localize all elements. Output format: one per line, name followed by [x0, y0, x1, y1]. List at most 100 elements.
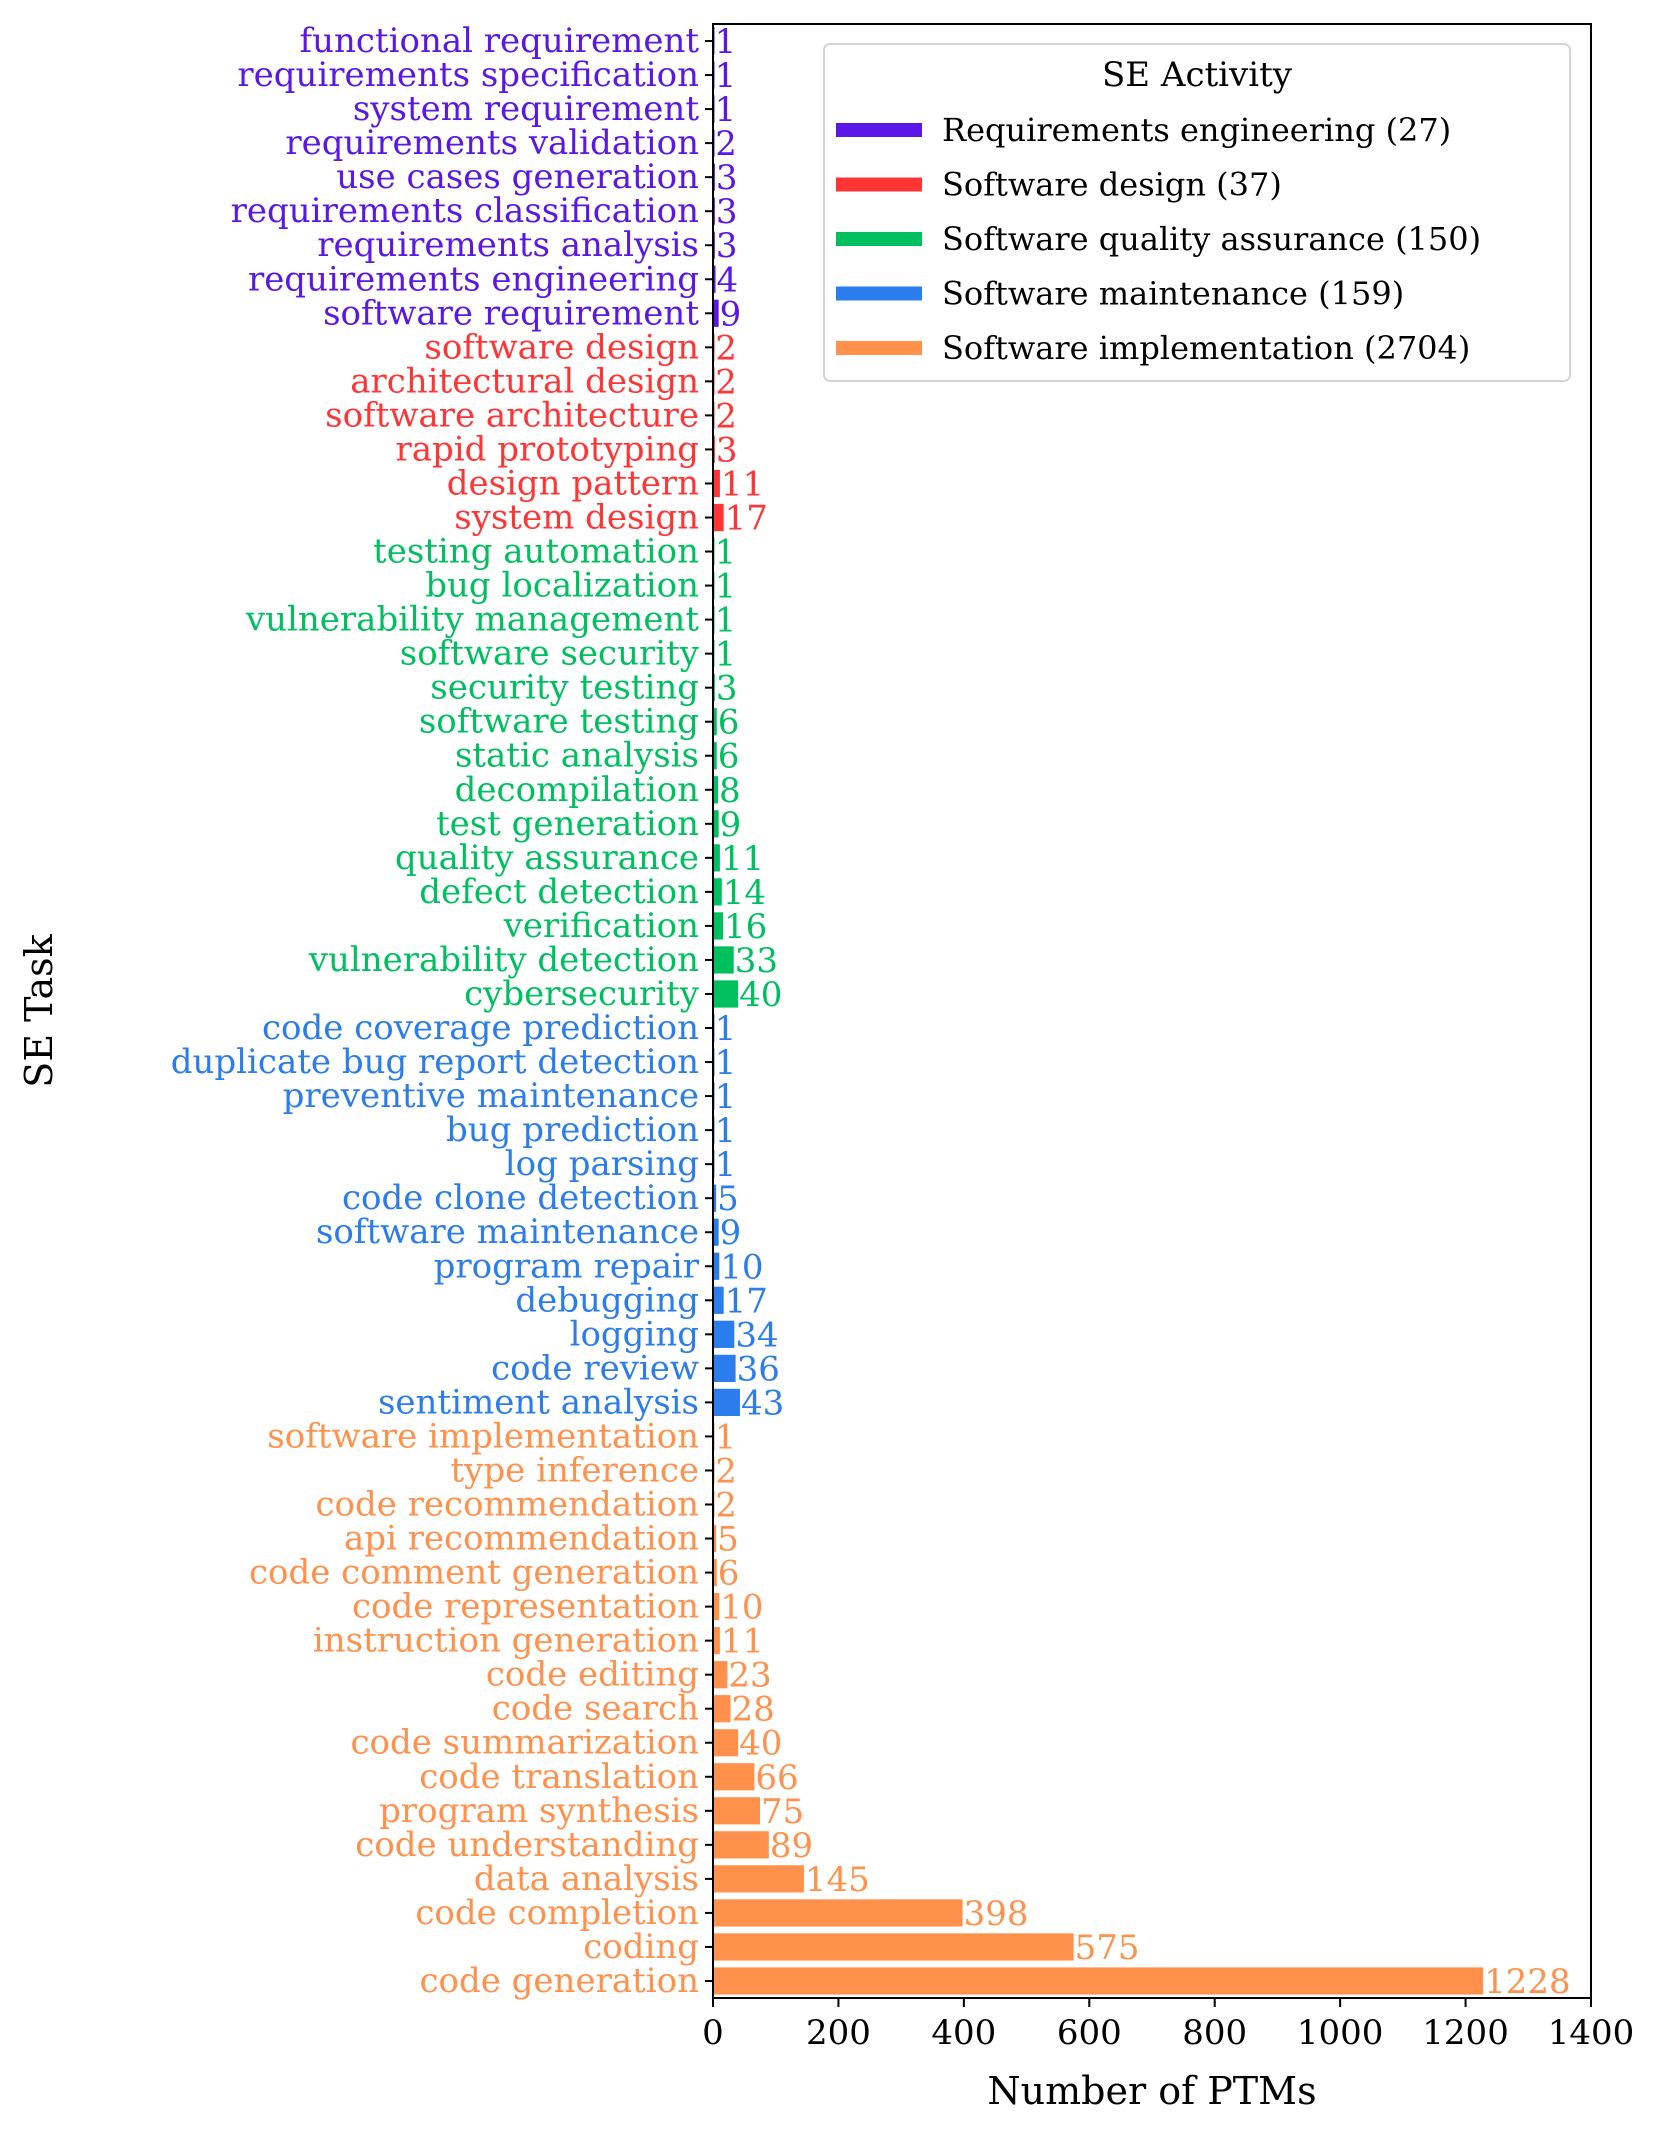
bar [713, 1695, 731, 1723]
y-tick-label: code understanding [355, 1825, 699, 1865]
y-tick-label: system requirement [353, 89, 699, 129]
bar-value-label: 9 [720, 1213, 742, 1253]
bar [713, 1763, 755, 1791]
bar-value-label: 1 [715, 90, 737, 130]
legend-title: SE Activity [1102, 55, 1293, 95]
bar [713, 1320, 735, 1348]
bar-value-label: 2 [715, 1486, 737, 1526]
bar [713, 1627, 720, 1655]
y-tick-label: vulnerability management [245, 600, 699, 640]
y-tick-label: code clone detection [342, 1178, 699, 1218]
bar-value-label: 40 [739, 975, 782, 1015]
bar-value-label: 2 [715, 362, 737, 402]
y-tick-label: bug localization [425, 566, 699, 606]
x-tick-label: 1400 [1548, 2013, 1635, 2053]
y-tick-label: software requirement [323, 293, 699, 333]
y-tick-label: code generation [419, 1961, 699, 2001]
y-tick-label: verification [503, 906, 699, 946]
bar-value-label: 1 [715, 1145, 737, 1185]
x-tick-label: 1200 [1422, 2013, 1509, 2053]
bar-value-label: 23 [728, 1656, 771, 1696]
y-tick-label: architectural design [350, 361, 699, 401]
x-ticks: 0 200 400 600 800 1000 1200 1400 [702, 1998, 1634, 2053]
bar-value-label: 40 [739, 1724, 782, 1764]
bar-value-label: 145 [805, 1860, 870, 1900]
bar-value-label: 1 [715, 56, 737, 96]
bar-value-label: 1 [715, 22, 737, 62]
bar-value-label: 33 [735, 941, 778, 981]
y-tick-label: functional requirement [300, 21, 700, 61]
y-tick-label: software testing [419, 702, 699, 742]
y-tick-label: requirements analysis [317, 225, 699, 265]
bar-value-label: 75 [761, 1792, 804, 1832]
y-tick-label: requirements engineering [248, 259, 699, 299]
y-tick-label: code editing [486, 1655, 699, 1695]
bar-value-label: 16 [724, 907, 767, 947]
y-tick-label: cybersecurity [464, 974, 700, 1014]
y-tick-label: code search [492, 1689, 699, 1729]
y-tick-label: data analysis [474, 1859, 699, 1899]
y-tick-label: use cases generation [336, 157, 699, 197]
bar-value-label: 575 [1075, 1928, 1140, 1968]
bar-value-label: 11 [721, 839, 764, 879]
bar-value-label: 11 [721, 1622, 764, 1662]
bar-value-label: 6 [718, 737, 740, 777]
bar [713, 912, 724, 940]
bar-value-label: 3 [716, 226, 738, 266]
x-axis-label: Number of PTMs [987, 2069, 1316, 2113]
legend-entry-label: Software maintenance (159) [942, 275, 1404, 313]
y-tick-label: software architecture [325, 395, 699, 435]
y-tick-label: design pattern [447, 463, 699, 503]
bar-value-label: 5 [717, 1520, 739, 1560]
y-tick-label: system design [454, 498, 699, 538]
y-tick-label: rapid prototyping [395, 429, 699, 469]
y-tick-label: requirements specification [237, 55, 699, 95]
x-tick-label: 600 [1057, 2013, 1122, 2053]
bar-value-label: 2 [715, 1451, 737, 1491]
bar [713, 503, 724, 532]
bar-value-label: 1 [715, 533, 737, 573]
y-tick-label: quality assurance [395, 838, 699, 878]
bar [713, 810, 719, 838]
bar-value-label: 11 [721, 464, 764, 504]
y-tick-label: code review [491, 1348, 699, 1388]
legend-entry-label: Software design (37) [942, 166, 1282, 204]
legend-swatch [836, 286, 922, 301]
y-tick-label: program repair [434, 1246, 700, 1286]
y-tick-label: code summarization [350, 1723, 699, 1763]
y-tick-label: preventive maintenance [283, 1076, 699, 1116]
y-axis-label: SE Task [17, 933, 61, 1087]
bar-value-label: 28 [732, 1690, 775, 1730]
bar-value-label: 1 [715, 567, 737, 607]
y-tick-label: code recommendation [315, 1485, 699, 1525]
bar [713, 1967, 1484, 1995]
y-tick-label: requirements validation [285, 123, 699, 163]
bar-value-label: 398 [964, 1894, 1029, 1934]
bar-value-label: 17 [725, 499, 768, 539]
bar-value-label: 5 [717, 1179, 739, 1219]
bar [713, 1388, 740, 1417]
bar-value-label: 1 [715, 1111, 737, 1151]
bar [713, 1252, 720, 1280]
bar-value-label: 1 [715, 601, 737, 641]
bar [713, 469, 720, 498]
y-tick-label: software implementation [267, 1416, 699, 1456]
bar-value-label: 2 [715, 328, 737, 368]
legend: SE Activity Requirements engineering (27… [823, 43, 1571, 382]
bar [713, 1524, 717, 1553]
bar [713, 776, 719, 804]
bar [713, 1184, 717, 1212]
y-tick-label: static analysis [455, 736, 699, 776]
bar [713, 1729, 739, 1757]
y-tick-label: defect detection [419, 872, 699, 912]
bar-value-label: 2 [715, 396, 737, 436]
y-tick-label: log parsing [505, 1144, 699, 1184]
bar-value-label: 1 [715, 1009, 737, 1049]
plot-frame [712, 23, 1592, 1999]
x-tick-label: 200 [806, 2013, 871, 2053]
legend-swatch [836, 232, 922, 246]
bar-value-label: 34 [735, 1315, 778, 1355]
y-tick-label: program synthesis [379, 1791, 699, 1831]
y-tick-label: vulnerability detection [308, 940, 699, 980]
